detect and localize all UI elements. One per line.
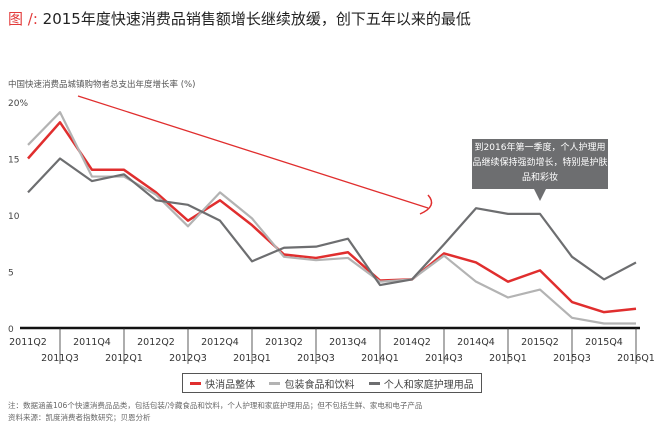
- x-tick-label: 2011Q4: [73, 337, 111, 348]
- x-tick-label: 2015Q2: [521, 337, 559, 348]
- x-tick-label: 2015Q1: [489, 353, 527, 364]
- annotation-callout: 到2016年第一季度，个人护理用品继续保持强劲增长，特别是护肤品和彩妆: [472, 139, 608, 201]
- x-tick-label: 2013Q1: [233, 353, 271, 364]
- y-tick-label: 20%: [8, 99, 28, 109]
- note: 注：数据涵盖106个快速消费品品类，包括包装/冷藏食品和饮料，个人护理和家庭护理…: [8, 401, 423, 410]
- series-line-1: [27, 121, 637, 314]
- x-tick-label: 2016Q1: [617, 353, 655, 364]
- x-tick-label: 2014Q1: [361, 353, 399, 364]
- figure-label: 图 /:: [8, 10, 38, 28]
- trend-arrow: [77, 95, 429, 209]
- legend-label: 个人和家庭护理用品: [383, 379, 474, 391]
- x-tick-label: 2012Q3: [169, 353, 207, 364]
- x-tick-label: 2013Q3: [297, 353, 335, 364]
- title-text: 2015年度快速消费品销售额增长继续放缓，创下五年以来的最低: [42, 10, 471, 28]
- line-chart: 0 5 10 15 20% 2011Q2 2011Q3 2011Q4 2012Q1 2012Q2 2…: [8, 95, 655, 364]
- y-tick-label: 15: [8, 156, 19, 166]
- y-tick-label: 5: [8, 269, 14, 279]
- series-line-3: [27, 157, 637, 287]
- legend-item-overall: 快消品整体: [190, 376, 255, 391]
- x-tick-label: 2014Q4: [457, 337, 495, 348]
- x-tick-label: 2012Q1: [105, 353, 143, 364]
- x-tick-label: 2014Q3: [425, 353, 463, 364]
- trend-arrowhead: [419, 194, 433, 215]
- x-tick-label: 2012Q2: [137, 337, 175, 348]
- x-tick-label: 2015Q3: [553, 353, 591, 364]
- legend: 快消品整体 包装食品和饮料 个人和家庭护理用品: [182, 373, 482, 393]
- legend-swatch: [368, 381, 380, 385]
- chart-title: 图 /: 2015年度快速消费品销售额增长继续放缓，创下五年以来的最低: [8, 8, 471, 29]
- footnotes: 注：数据涵盖106个快速消费品品类，包括包装/冷藏食品和饮料，个人护理和家庭护理…: [8, 400, 422, 424]
- x-tick-label: 2012Q4: [201, 337, 239, 348]
- x-tick-label: 2015Q4: [585, 337, 623, 348]
- legend-swatch: [190, 381, 202, 385]
- x-tick-label: 2014Q2: [393, 337, 431, 348]
- y-tick-label: 10: [8, 212, 20, 222]
- y-tick-label: 0: [8, 325, 14, 335]
- legend-item-food: 包装食品和饮料: [269, 376, 354, 391]
- legend-label: 快消品整体: [205, 379, 256, 391]
- source: 资料来源：凯度消费者指数研究；贝恩分析: [8, 413, 151, 422]
- y-axis-label: 中国快速消费品城镇购物者总支出年度增长率 (%): [8, 80, 196, 90]
- x-tick-label: 2011Q2: [9, 337, 47, 348]
- legend-label: 包装食品和饮料: [284, 379, 355, 391]
- legend-swatch: [269, 381, 281, 385]
- x-tick-label: 2013Q4: [329, 337, 367, 348]
- x-tick-label: 2013Q2: [265, 337, 303, 348]
- x-tick-label: 2011Q3: [41, 353, 79, 364]
- legend-item-personal-care: 个人和家庭护理用品: [368, 376, 474, 391]
